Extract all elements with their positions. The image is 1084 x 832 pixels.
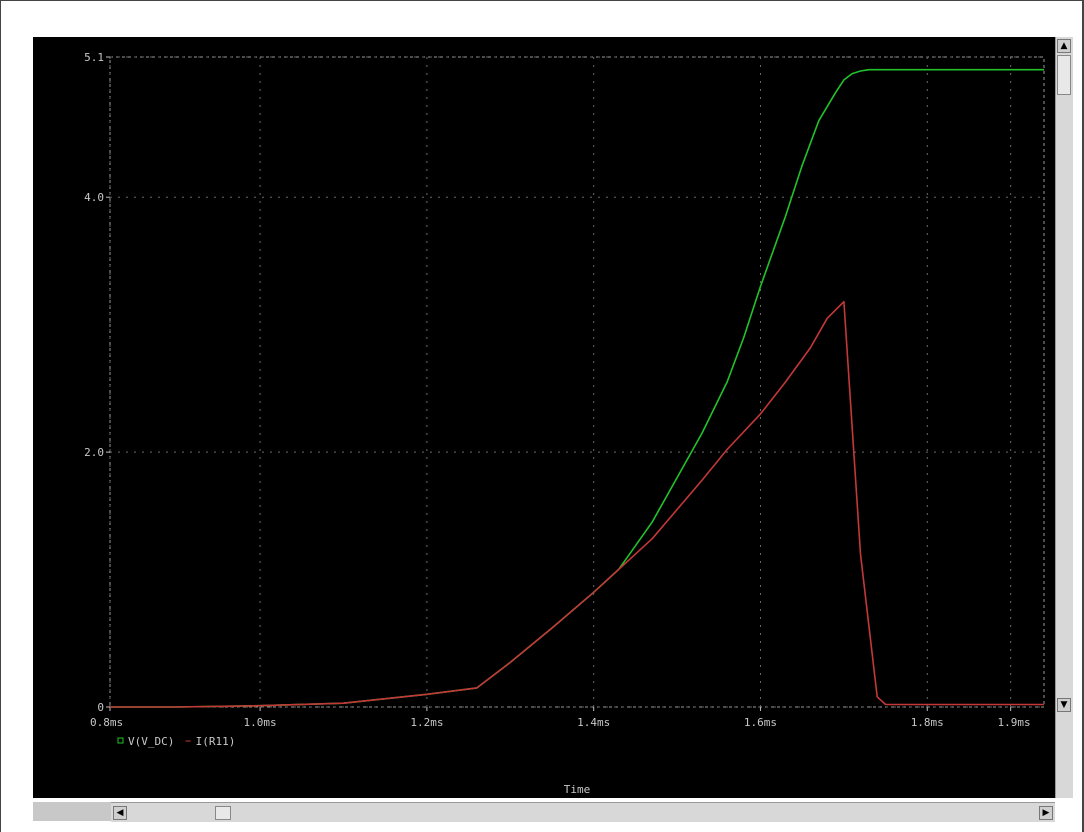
x-tick-label: 1.2ms <box>410 716 443 729</box>
legend-label-v-vdc[interactable]: V(V_DC) <box>128 735 174 748</box>
plot-border <box>109 56 1045 708</box>
legend[interactable]: V(V_DC) I(R11) <box>117 735 236 748</box>
arrow-left-icon: ◀ <box>116 808 124 818</box>
x-axis-label: Time <box>564 783 591 796</box>
window-frame-top <box>0 0 1084 1</box>
scroll-left-button[interactable]: ◀ <box>113 806 127 820</box>
scroll-down-button[interactable]: ▼ <box>1057 698 1071 712</box>
legend-marker-v-vdc-icon <box>117 737 124 744</box>
horizontal-scroll-left-area <box>33 802 111 821</box>
x-tick-label: 0.8ms <box>90 716 123 729</box>
window-frame-left <box>0 0 1 832</box>
horizontal-scroll-thumb[interactable] <box>215 806 231 820</box>
y-tick-label: 2.0 <box>84 446 104 459</box>
x-tick-label: 1.9ms <box>998 716 1031 729</box>
arrow-right-icon: ▶ <box>1042 808 1050 818</box>
y-tick-label: 4.0 <box>84 191 104 204</box>
vertical-scrollbar[interactable]: ▲ ▼ <box>1055 37 1073 798</box>
waveform-plot: 0 2.0 4.0 5.1 0.8ms 1.0ms 1.2ms 1.4ms 1.6ms 1.8m… <box>84 51 1045 796</box>
series-line-v-vdc <box>110 68 1044 708</box>
x-tick-label: 1.6ms <box>744 716 777 729</box>
legend-label-i-r11[interactable]: I(R11) <box>196 735 236 748</box>
arrow-down-icon: ▼ <box>1060 700 1068 710</box>
series-lines <box>110 68 1044 708</box>
horizontal-scrollbar[interactable]: ◀ ▶ <box>111 802 1055 822</box>
y-axis-ticks: 0 2.0 4.0 5.1 <box>84 51 110 714</box>
x-axis-ticks: 0.8ms 1.0ms 1.2ms 1.4ms 1.6ms 1.8ms 1.9ms <box>90 707 1031 729</box>
x-tick-label: 1.4ms <box>577 716 610 729</box>
y-tick-label: 0 <box>97 701 104 714</box>
vertical-scroll-thumb[interactable] <box>1057 55 1071 95</box>
scroll-up-button[interactable]: ▲ <box>1057 39 1071 53</box>
plot-window: 0 2.0 4.0 5.1 0.8ms 1.0ms 1.2ms 1.4ms 1.6ms 1.8m… <box>33 37 1055 798</box>
grid <box>109 56 1045 708</box>
arrow-up-icon: ▲ <box>1060 41 1068 51</box>
series-line-i-r11 <box>110 300 1044 708</box>
scroll-right-button[interactable]: ▶ <box>1039 806 1053 820</box>
window-frame-right <box>1082 0 1084 832</box>
x-tick-label: 1.8ms <box>911 716 944 729</box>
x-tick-label: 1.0ms <box>244 716 277 729</box>
y-tick-label: 5.1 <box>84 51 104 64</box>
